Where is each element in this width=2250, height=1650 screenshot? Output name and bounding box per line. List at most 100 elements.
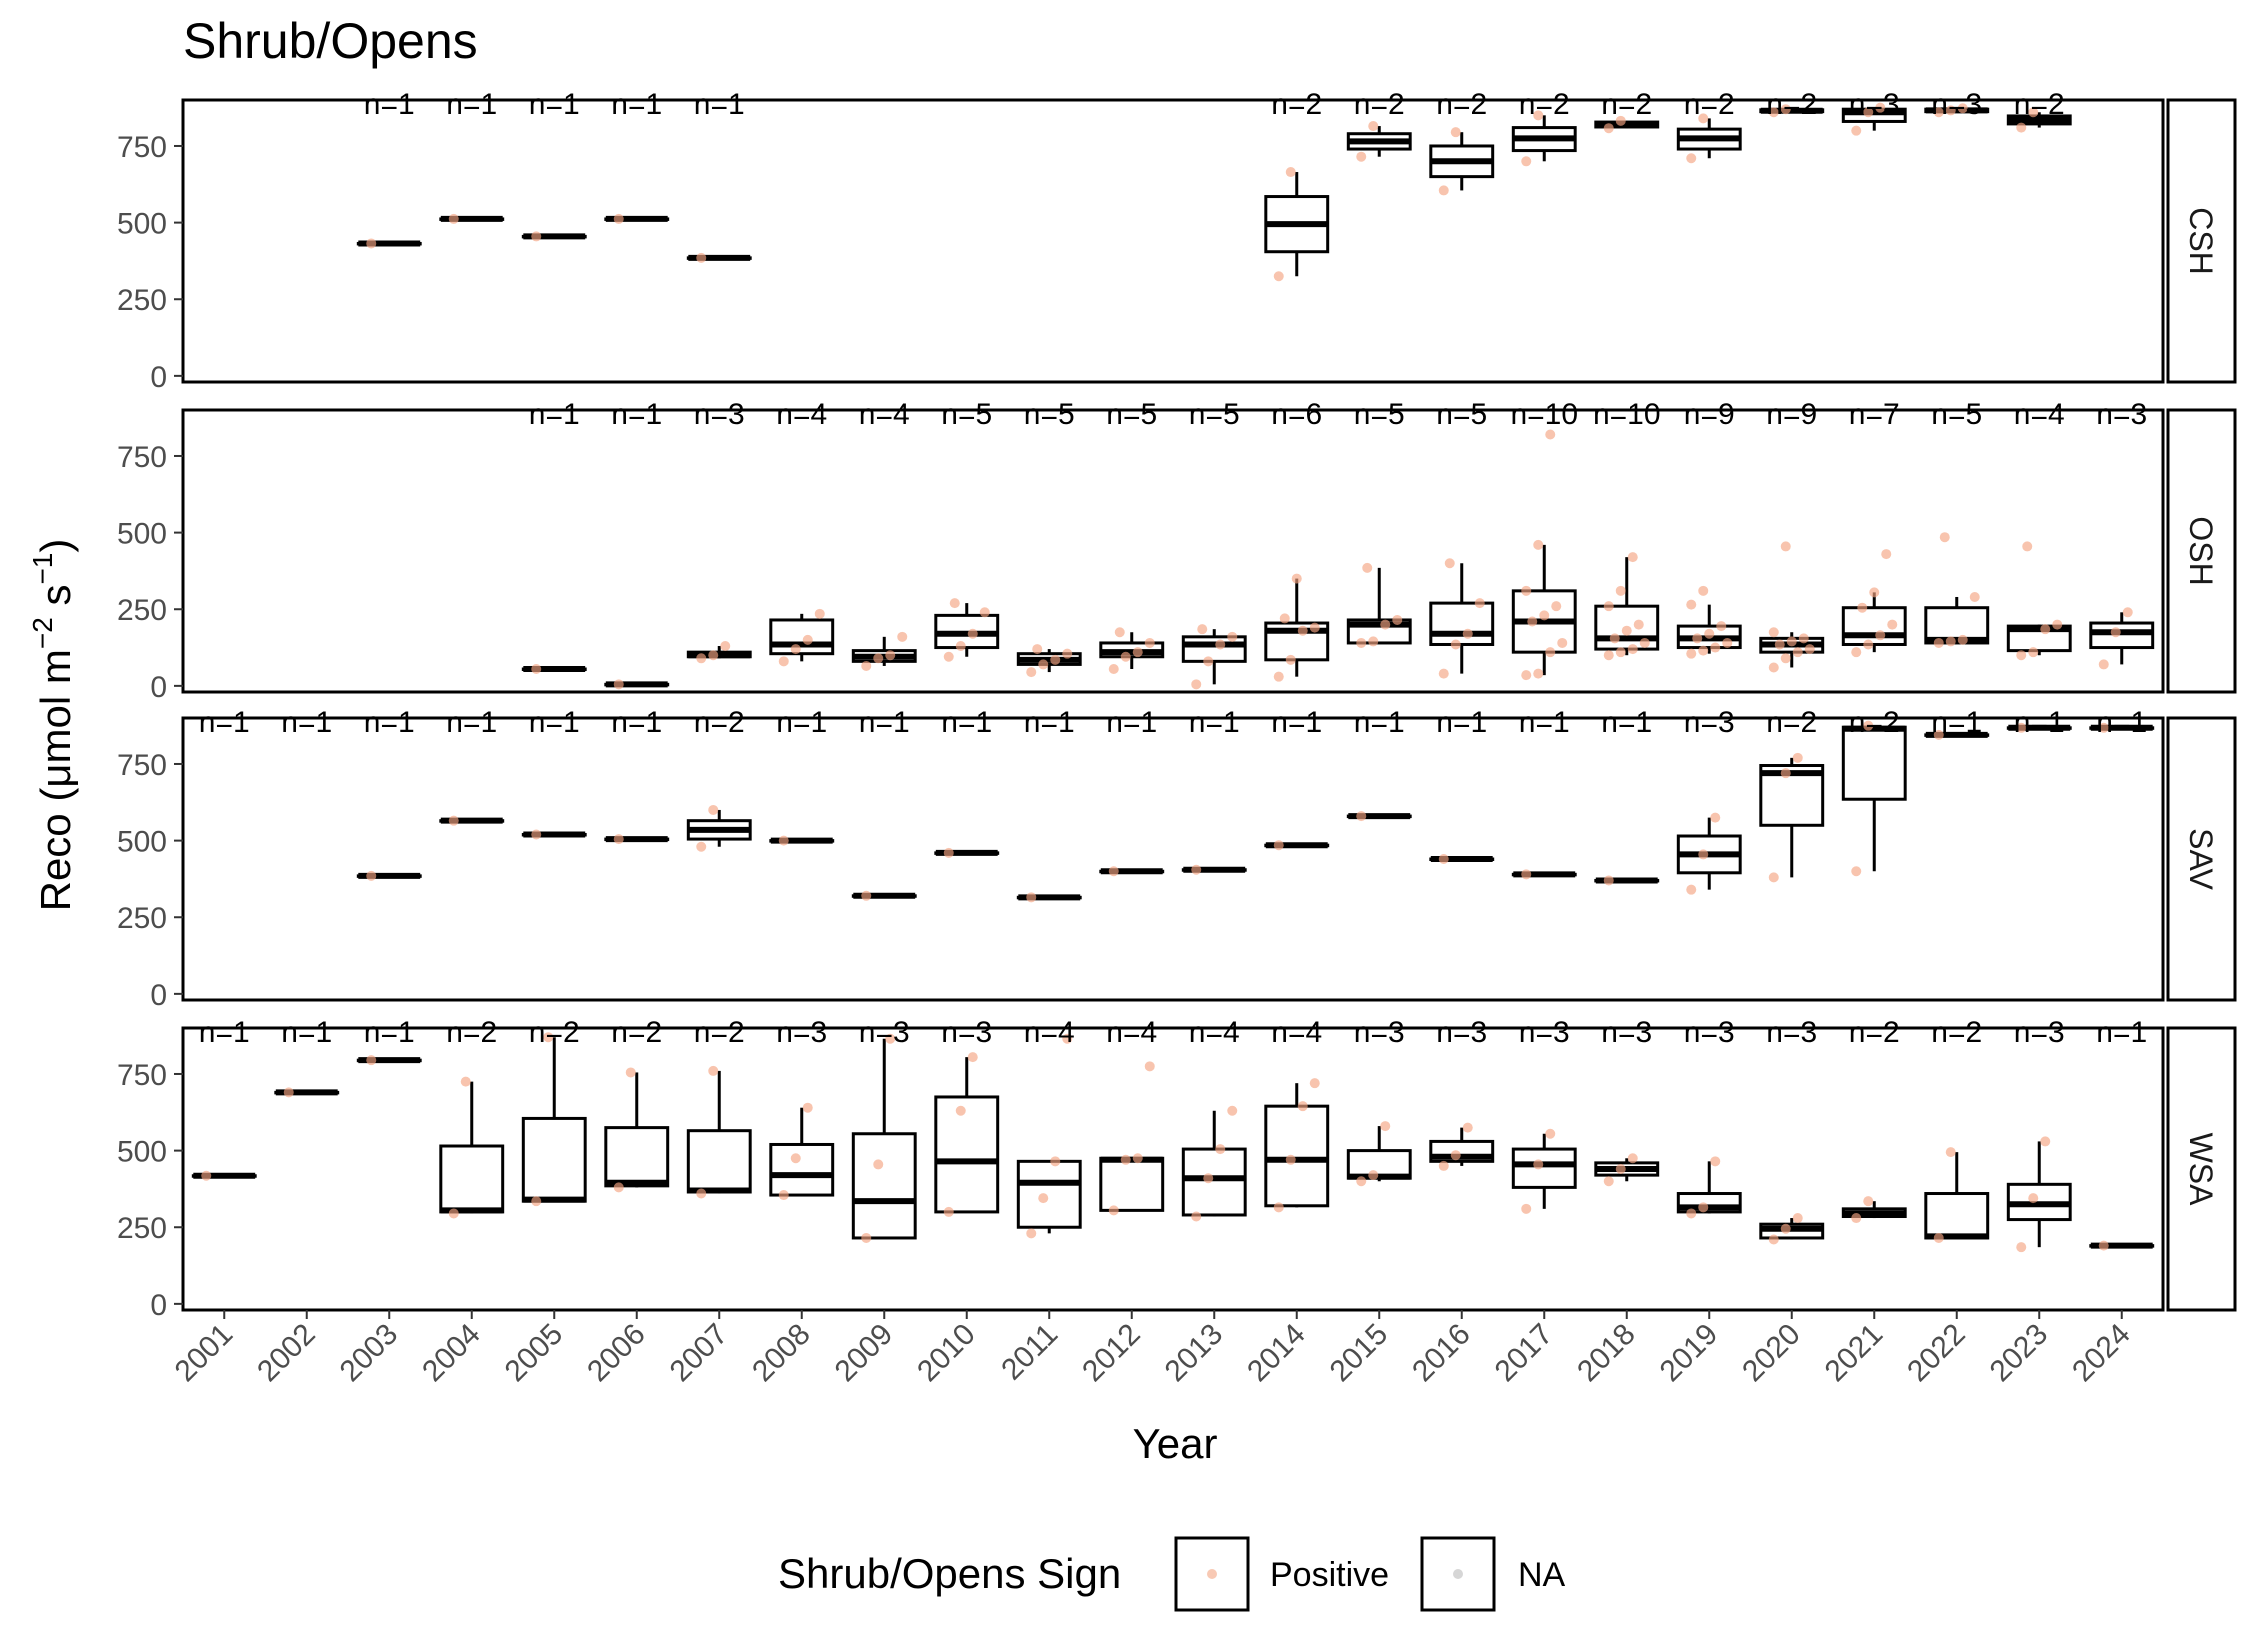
n-label: n=1 — [2096, 706, 2147, 739]
data-point — [1050, 1156, 1061, 1167]
n-label: n=1 — [1106, 706, 1157, 739]
x-tick-label: 2020 — [1736, 1318, 1807, 1389]
n-label: n=2 — [1519, 88, 1570, 121]
data-point — [1686, 884, 1697, 895]
data-point — [2098, 722, 2109, 733]
data-point — [1615, 1164, 1626, 1174]
x-tick-label: 2008 — [746, 1318, 817, 1389]
box-sav-2023: n=1 — [2006, 706, 2072, 739]
data-point — [1875, 102, 1886, 113]
data-point — [1362, 562, 1373, 573]
box-csh-2016: n=2 — [1429, 88, 1495, 196]
data-point — [1957, 634, 1968, 645]
data-point — [1615, 115, 1626, 126]
x-tick-label: 2015 — [1324, 1318, 1395, 1389]
data-point — [1539, 610, 1550, 621]
n-label: n=3 — [1849, 88, 1900, 121]
data-point — [1557, 637, 1568, 648]
data-point — [1038, 659, 1049, 670]
data-point — [814, 608, 825, 619]
data-point — [1203, 656, 1214, 667]
data-point — [1309, 622, 1320, 633]
box-sav-2021: n=2 — [1841, 706, 1907, 877]
n-label: n=3 — [2096, 398, 2147, 431]
x-tick-label: 2016 — [1406, 1318, 1477, 1389]
data-point — [1768, 107, 1779, 118]
data-point — [1639, 637, 1650, 648]
box-iqr — [439, 1144, 505, 1214]
facet-panels: 0 250 500 750 n=1 n=1 n=1 n=1 n=1 n=2 n=2 n=2 n=2 n=2… — [117, 88, 2237, 1322]
n-label: n=3 — [1601, 1016, 1652, 1049]
n-label: n=1 — [364, 1016, 415, 1049]
x-tick-label: 2001 — [169, 1318, 240, 1389]
data-point — [531, 1196, 542, 1207]
data-point — [1297, 625, 1308, 636]
box-sav-2022: n=1 — [1924, 706, 1990, 740]
box-wsa-2021: n=2 — [1841, 1016, 1907, 1224]
n-label: n=2 — [1849, 1016, 1900, 1049]
data-point — [1792, 752, 1803, 763]
data-point — [1062, 1033, 1073, 1044]
n-label: n=2 — [1931, 1016, 1982, 1049]
data-point — [1273, 1202, 1284, 1213]
data-point — [1615, 647, 1626, 658]
n-label: n=2 — [446, 1016, 497, 1049]
data-point — [1698, 849, 1709, 860]
data-point — [1939, 532, 1950, 543]
data-point — [1356, 151, 1367, 162]
data-point — [1774, 639, 1785, 650]
data-point — [2016, 722, 2027, 733]
box-sav-2024: n=1 — [2089, 706, 2155, 739]
data-point — [1438, 1160, 1449, 1171]
box-osh-2005: n=1 — [521, 398, 587, 675]
data-point — [1215, 639, 1226, 650]
data-point — [1887, 619, 1898, 630]
data-point — [1144, 637, 1155, 648]
box-iqr — [1429, 601, 1495, 646]
data-point — [955, 1105, 966, 1116]
n-label: n=1 — [1601, 706, 1652, 739]
data-point — [1120, 651, 1131, 662]
box-osh-2018: n=10 — [1593, 398, 1661, 661]
data-point — [613, 679, 624, 690]
data-point — [2028, 647, 2039, 658]
box-osh-2010: n=5 — [934, 398, 1000, 662]
data-point — [366, 1055, 377, 1066]
data-point — [1279, 613, 1290, 624]
data-point — [1945, 105, 1956, 116]
n-label: n=1 — [1931, 706, 1982, 739]
n-label: n=3 — [859, 1016, 910, 1049]
n-label: n=1 — [529, 706, 580, 739]
data-point — [1704, 628, 1715, 639]
box-iqr — [1924, 1192, 1990, 1240]
box-iqr — [769, 1142, 835, 1197]
data-point — [1857, 602, 1868, 613]
data-point — [1698, 585, 1709, 596]
facet-strip-label: CSH — [2183, 207, 2219, 275]
box-csh-2017: n=2 — [1511, 88, 1577, 167]
y-tick-label: 750 — [117, 749, 167, 782]
data-point — [1462, 1122, 1473, 1133]
y-axis-label: Reco (μmol m−2 s−1) — [27, 539, 79, 912]
box-csh-2004: n=1 — [439, 88, 505, 224]
box-wsa-2004: n=2 — [439, 1016, 505, 1219]
y-axis-label-main: Reco ( — [32, 788, 79, 912]
data-point — [1545, 1128, 1556, 1139]
box-iqr — [1181, 635, 1247, 663]
data-point — [873, 653, 884, 664]
data-point — [1197, 624, 1208, 635]
n-label: n=3 — [1766, 1016, 1817, 1049]
box-wsa-2016: n=3 — [1429, 1016, 1495, 1171]
box-sav-2019: n=3 — [1676, 706, 1742, 895]
box-wsa-2023: n=3 — [2006, 1016, 2072, 1253]
box-wsa-2006: n=2 — [604, 1016, 670, 1193]
data-point — [1768, 662, 1779, 673]
data-point — [1786, 636, 1797, 647]
box-osh-2011: n=5 — [1016, 398, 1082, 678]
data-point — [1792, 647, 1803, 658]
facet-strip-label: SAV — [2183, 828, 2219, 890]
box-osh-2006: n=1 — [604, 398, 670, 690]
data-point — [1615, 585, 1626, 596]
box-sav-2007: n=2 — [686, 706, 752, 852]
n-label: n=1 — [529, 398, 580, 431]
